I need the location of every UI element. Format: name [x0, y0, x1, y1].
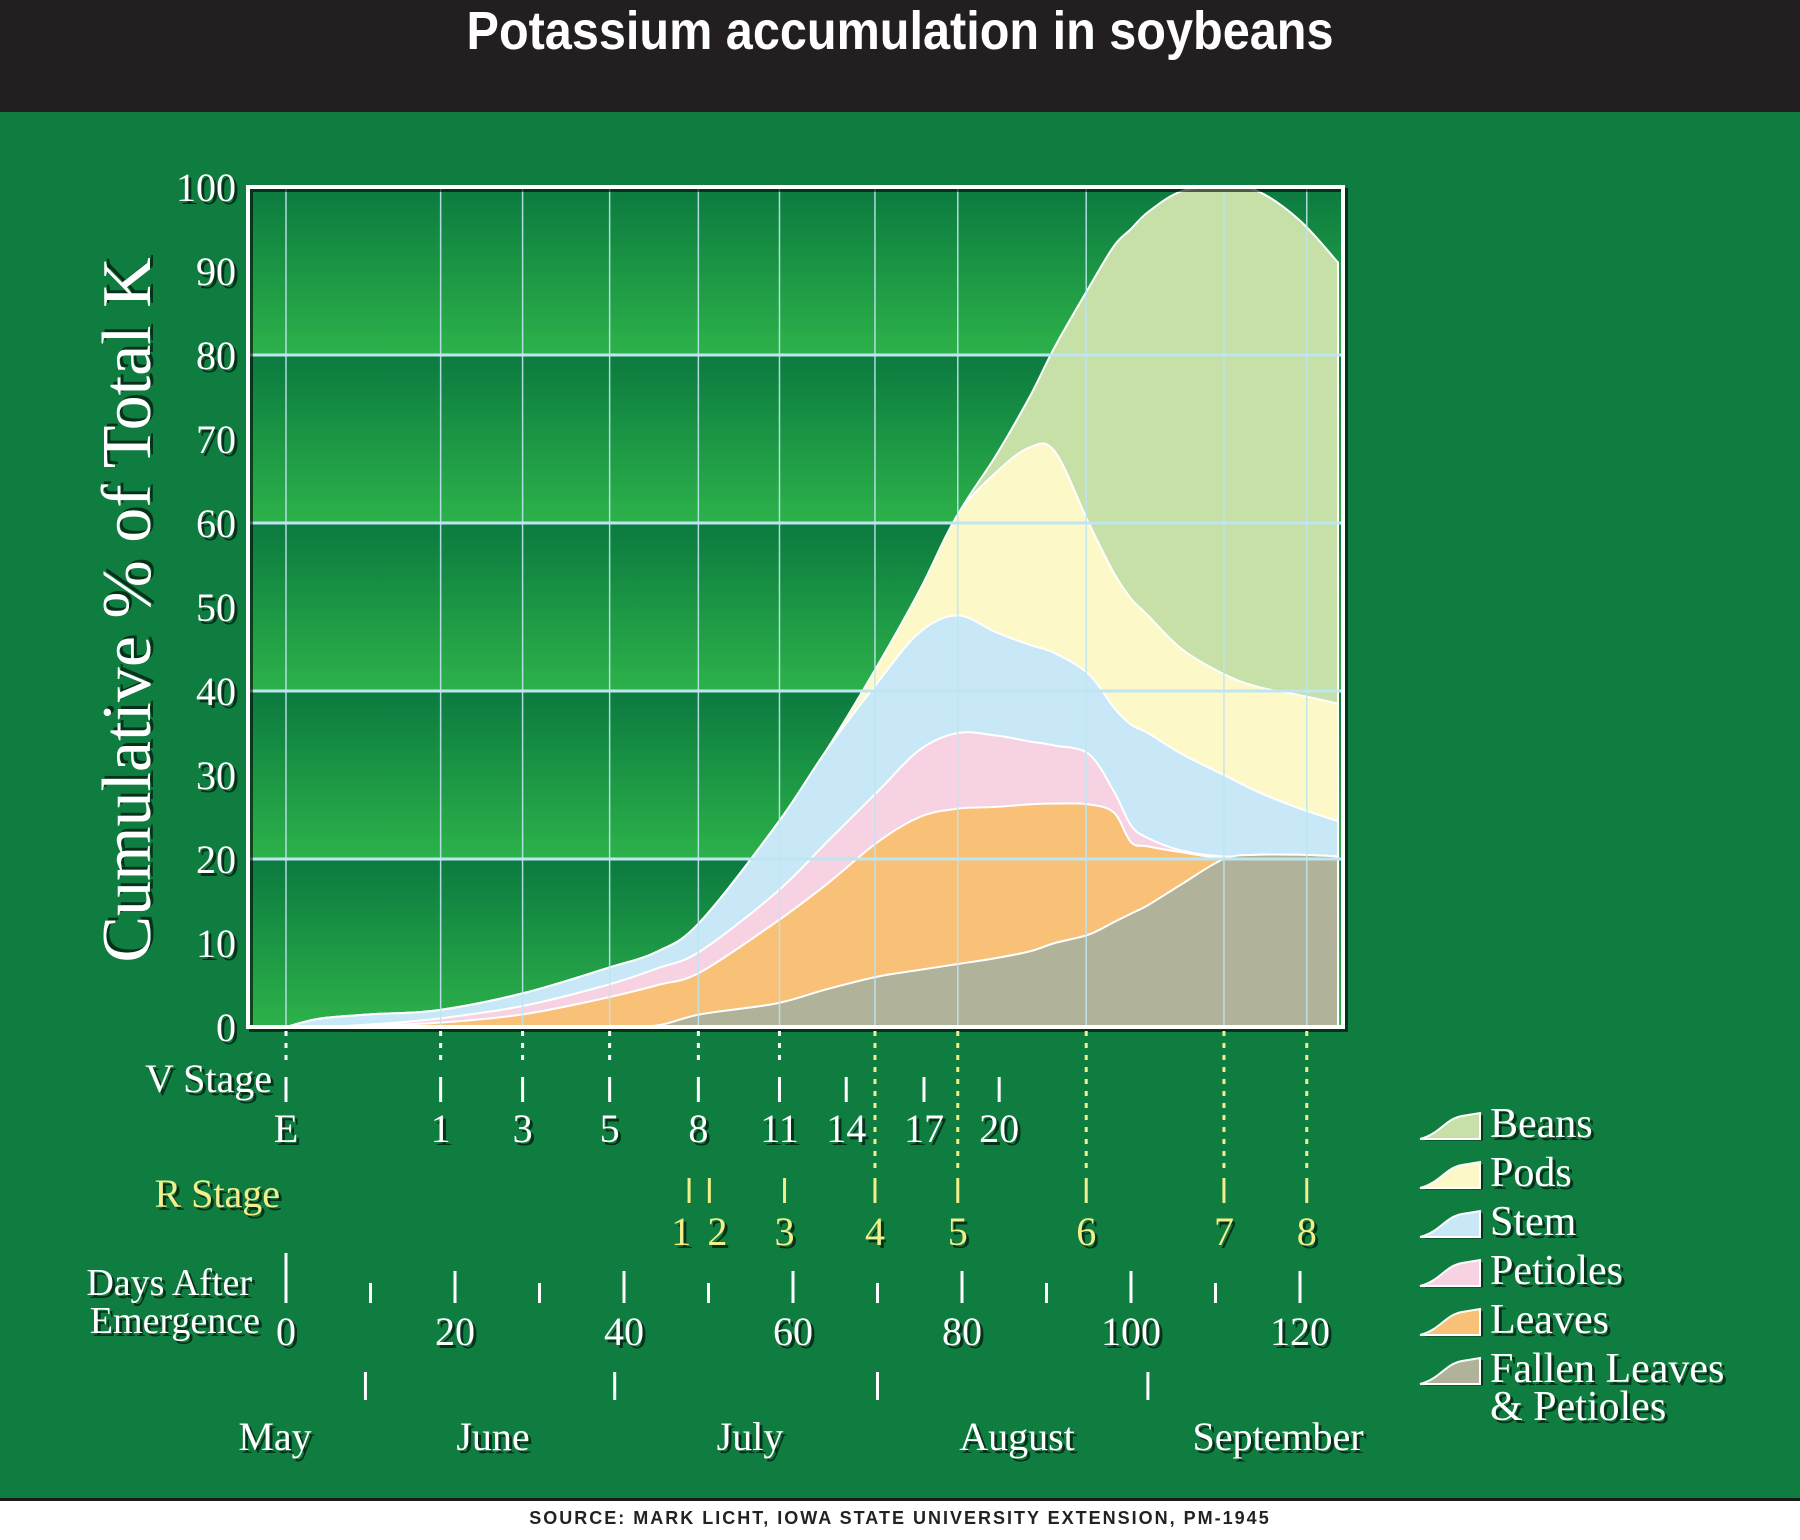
r-stage-label: R Stage — [154, 1171, 280, 1216]
v-stage-tick-label: 8 — [688, 1106, 708, 1151]
days-tick-label: 20 — [435, 1309, 475, 1354]
legend-label: & Petioles — [1490, 1384, 1666, 1430]
days-label-line2: Emergence — [90, 1300, 260, 1342]
y-tick-label: 80 — [196, 333, 236, 378]
y-tick-label: 20 — [196, 837, 236, 882]
legend-label: Fallen Leaves — [1490, 1346, 1724, 1392]
month-label: June — [456, 1414, 529, 1459]
v-stage-tick-label: 20 — [979, 1106, 1019, 1151]
r-stage-tick-label: 3 — [775, 1209, 795, 1254]
month-label: August — [959, 1414, 1075, 1459]
v-stage-tick-label: 5 — [600, 1106, 620, 1151]
legend-label: Beans — [1490, 1101, 1593, 1147]
title-bar: Potassium accumulation in soybeans — [0, 0, 1800, 112]
month-label: July — [717, 1414, 784, 1459]
chart-title: Potassium accumulation in soybeans — [466, 1, 1334, 61]
month-label: May — [238, 1414, 311, 1459]
y-tick-label: 70 — [196, 417, 236, 462]
legend-swatch-beans — [1419, 1111, 1481, 1140]
v-stage-tick-label: 17 — [904, 1106, 944, 1151]
days-tick-label: 60 — [773, 1309, 813, 1354]
legend-swatch-leaves — [1419, 1307, 1481, 1336]
legend-swatch-pods — [1419, 1160, 1481, 1189]
plot-frame — [246, 185, 1345, 1029]
v-stage-tick-label: E — [274, 1106, 298, 1151]
days-label-line1: Days After — [86, 1262, 252, 1304]
r-stage-tick-label: 2 — [707, 1209, 727, 1254]
y-tick-label: 50 — [196, 585, 236, 630]
y-tick-label: 100 — [176, 165, 236, 210]
r-stage-tick-label: 1 — [671, 1209, 691, 1254]
month-label: September — [1192, 1414, 1363, 1459]
days-tick-label: 120 — [1270, 1309, 1330, 1354]
y-tick-label: 0 — [216, 1005, 236, 1050]
legend-swatch-fallen-leaves-petioles — [1419, 1356, 1481, 1385]
y-tick-label: 40 — [196, 669, 236, 714]
y-axis-label: Cumulative % of Total K — [89, 257, 166, 962]
legend-swatch-petioles — [1419, 1258, 1481, 1287]
days-tick-label: 0 — [276, 1309, 296, 1354]
r-stage-tick-label: 8 — [1297, 1209, 1317, 1254]
days-tick-label: 80 — [942, 1309, 982, 1354]
v-stage-tick-label: 11 — [760, 1106, 799, 1151]
v-stage-label: V Stage — [145, 1056, 272, 1101]
r-stage-tick-label: 7 — [1214, 1209, 1234, 1254]
y-tick-label: 60 — [196, 501, 236, 546]
v-stage-tick-label: 14 — [826, 1106, 866, 1151]
y-tick-label: 90 — [196, 249, 236, 294]
legend-label: Stem — [1490, 1199, 1577, 1245]
legend-label: Leaves — [1490, 1297, 1609, 1343]
legend-label: Petioles — [1490, 1248, 1623, 1294]
y-tick-label: 30 — [196, 753, 236, 798]
v-stage-tick-label: 3 — [513, 1106, 533, 1151]
r-stage-tick-label: 4 — [865, 1209, 885, 1254]
v-stage-tick-label: 1 — [431, 1106, 451, 1151]
r-stage-tick-label: 6 — [1076, 1209, 1096, 1254]
legend-label: Pods — [1490, 1150, 1572, 1196]
y-tick-label: 10 — [196, 921, 236, 966]
days-tick-label: 40 — [604, 1309, 644, 1354]
r-stage-tick-label: 5 — [948, 1209, 968, 1254]
legend-swatch-stem — [1419, 1209, 1481, 1238]
days-tick-label: 100 — [1101, 1309, 1161, 1354]
source-note: SOURCE: MARK LICHT, IOWA STATE UNIVERSIT… — [529, 1508, 1271, 1528]
